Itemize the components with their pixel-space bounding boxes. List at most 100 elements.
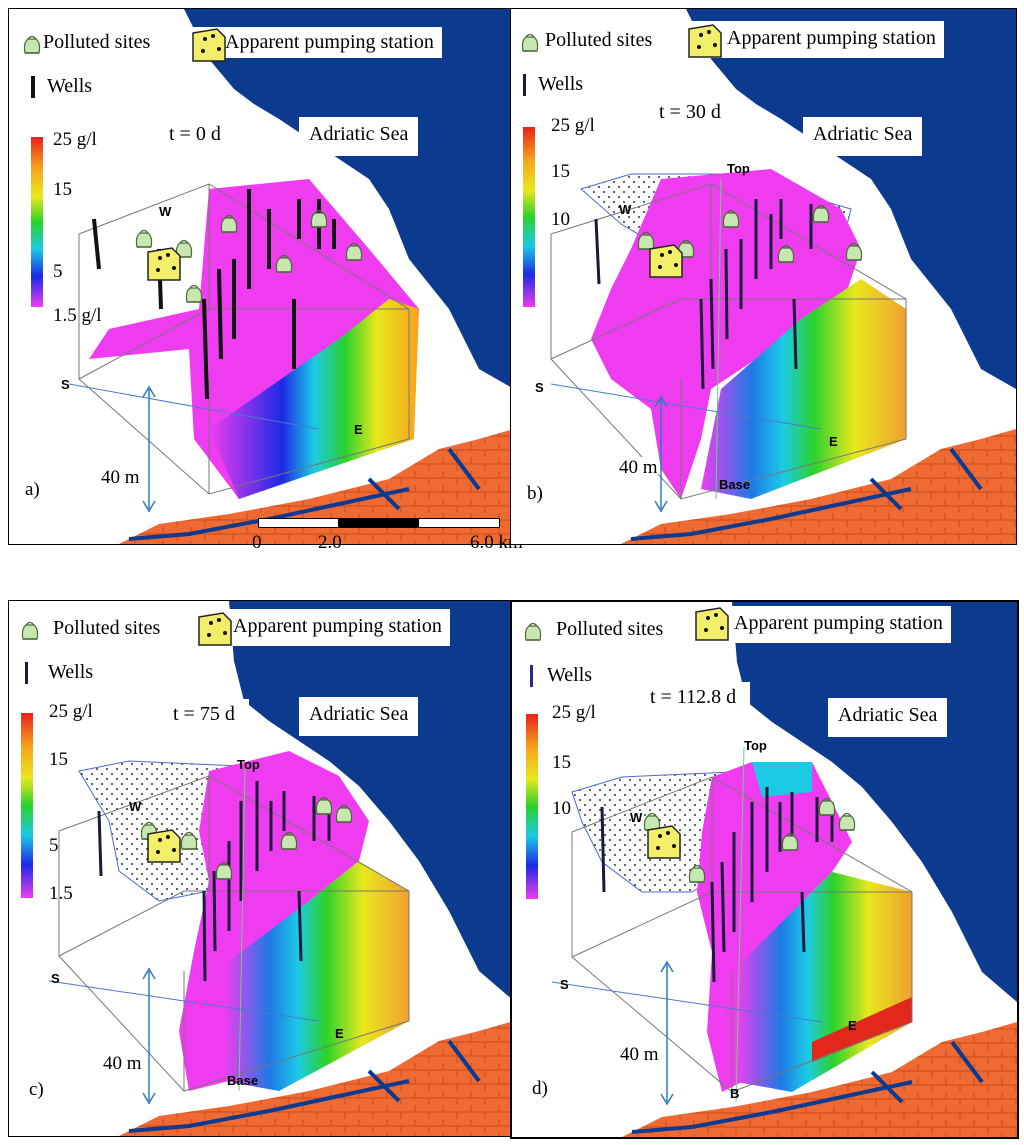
time-label: t = 112.8 d [640,682,751,717]
sea-area [184,9,514,389]
scale-tick-2: 6.0 km [470,532,523,553]
color-scale [526,714,538,899]
scale-label-1: 15 [53,179,72,200]
axis-top: Top [727,161,750,176]
river [630,447,983,541]
legend-wells: Wells [25,661,94,685]
axis-w: W [129,799,142,814]
freshwater-plume [179,751,369,1091]
well-icon [530,665,533,688]
legend-polluted-label: Polluted sites [545,29,653,51]
coast-brick [119,429,514,544]
panel-b-figure: S W E Top Base [523,9,1016,544]
panel-c: S W E Top Base Polluted sites Apparent p… [8,600,515,1137]
block-outline [571,776,913,1093]
legend-polluted: Polluted sites [517,29,657,52]
legend-wells-label: Wells [48,661,94,683]
scale-label-1: 15 [552,752,571,773]
legend-polluted: Polluted sites [19,31,155,54]
depth-label: 40 m [620,1044,659,1066]
axis-top: Top [744,738,767,753]
well-icon [31,76,35,99]
pumping-station-legend-icon [688,24,722,58]
legend-wells: Wells [31,75,93,99]
sea-label: Adriatic Sea [828,698,948,737]
well-icon [523,74,526,97]
axis-e: E [829,434,838,449]
panel-a: S W E Polluted sites Apparent pumping st… [8,8,515,545]
sea-area [686,9,1016,389]
salt-core [812,997,912,1062]
pumping-station-icon [647,825,681,859]
scale-label-0: 25 g/l [551,115,595,136]
legend-pumping-label: Apparent pumping station [734,612,943,634]
panel-letter: d) [532,1078,548,1100]
wells [594,199,813,390]
block-outline [550,183,907,500]
axis-base: B [730,1086,739,1101]
pumping-station-legend-icon [192,28,226,62]
legend-wells-label: Wells [547,664,593,686]
depth-label: 40 m [101,467,140,489]
scale-label-2: 10 [552,798,571,819]
time-label: t = 30 d [649,97,735,132]
coast-brick [119,1021,514,1136]
panel-letter: a) [25,479,40,501]
legend-wells-label: Wells [538,73,584,95]
pumping-station-icon [147,829,181,863]
sea-label: Adriatic Sea [299,117,419,156]
legend-polluted-label: Polluted sites [53,617,161,639]
panel-letter: c) [29,1079,44,1101]
coast-brick [622,1022,1017,1137]
panel-b: S W E Top Base Polluted sites Apparent p… [510,8,1017,545]
axis-e: E [335,1026,344,1041]
axis-e: E [848,1018,857,1033]
axis-e: E [354,422,363,437]
legend-pumping: Apparent pumping station [195,609,450,646]
saline-wedge [701,279,906,499]
scale-label-0: 25 g/l [49,701,93,722]
saline-wedge [224,861,409,1091]
legend-pumping: Apparent pumping station [189,27,442,58]
time-label: t = 75 d [163,699,249,734]
panel-d: S W E Top B Polluted sites Apparent pump… [510,600,1019,1139]
panel-letter: b) [527,483,543,505]
pumping-station-icon [147,247,181,281]
axis-s: S [535,380,544,395]
time-label: t = 0 d [159,121,233,154]
legend-wells-label: Wells [47,75,93,97]
scale-label-1: 15 [551,161,570,182]
axis-w: W [159,204,172,219]
axis-top: Top [237,757,260,772]
pumping-station-legend-icon [695,607,729,641]
river [128,1039,481,1133]
scale-label-3: 1.5 [49,883,73,904]
legend-wells: Wells [523,73,584,97]
block-outline [58,775,410,1092]
saline-wedge [209,299,419,499]
depth-label: 40 m [103,1053,142,1075]
scale-label-1: 15 [49,749,68,770]
pumping-station-legend-icon [198,612,232,646]
scale-label-0: 25 g/l [552,702,596,723]
scale-bar [258,518,500,528]
pumping-station-icon [649,244,683,278]
depth-label: 40 m [619,457,658,479]
scale-label-3: 1.5 g/l [53,305,102,326]
legend-polluted-label: Polluted sites [556,618,664,640]
legend-polluted-label: Polluted sites [43,31,151,53]
scale-tick-0: 0 [252,532,262,553]
color-scale [31,137,43,307]
scale-tick-1: 2.0 [318,532,342,553]
color-scale [21,713,33,898]
legend-pumping-label: Apparent pumping station [727,27,936,49]
legend-wells: Wells [530,664,593,688]
coast-brick [621,429,1016,544]
polluted-site-icon [23,35,41,54]
legend-pumping-label: Apparent pumping station [233,615,442,637]
panel-a-figure: S W E [31,9,514,544]
sea-label: Adriatic Sea [299,697,419,736]
legend-pumping-label: Apparent pumping station [225,31,434,53]
panel-d-figure: S W E Top B [526,602,1017,1137]
axis-base: Base [719,477,750,492]
